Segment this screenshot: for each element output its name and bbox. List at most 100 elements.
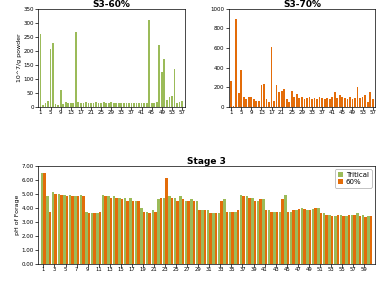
Bar [174, 198, 176, 264]
Bar [212, 213, 215, 264]
Bar [132, 201, 135, 264]
Bar [271, 47, 273, 107]
Bar [232, 212, 234, 264]
Bar [115, 103, 117, 107]
Bar [351, 215, 353, 264]
Bar [198, 210, 201, 264]
Bar [80, 103, 82, 107]
Bar [345, 216, 348, 264]
Bar [124, 198, 126, 264]
Bar [362, 215, 364, 264]
Bar [185, 201, 187, 264]
Bar [136, 103, 138, 107]
Bar [359, 98, 361, 107]
Bar [100, 103, 102, 107]
Bar [329, 99, 330, 107]
Bar [301, 97, 303, 107]
Bar [163, 198, 165, 264]
Legend: Tritical, 60%: Tritical, 60% [335, 169, 372, 188]
Bar [281, 199, 284, 264]
Bar [326, 215, 328, 264]
Bar [364, 217, 366, 264]
Bar [66, 197, 68, 264]
Bar [104, 197, 107, 264]
Bar [243, 97, 244, 107]
Bar [92, 103, 94, 107]
Bar [284, 195, 287, 264]
Bar [226, 212, 229, 264]
Bar [75, 32, 77, 107]
Bar [88, 213, 90, 264]
Bar [187, 201, 190, 264]
Bar [324, 99, 326, 107]
Bar [357, 87, 359, 107]
Bar [224, 199, 226, 264]
Bar [128, 103, 130, 107]
Bar [190, 199, 193, 264]
Bar [153, 103, 155, 107]
Bar [262, 199, 265, 264]
Bar [165, 178, 168, 264]
Bar [251, 198, 254, 264]
Bar [362, 97, 363, 107]
Bar [45, 103, 46, 107]
Title: Stage 3: Stage 3 [187, 157, 226, 166]
Bar [62, 104, 64, 107]
Bar [229, 212, 232, 264]
Bar [359, 216, 361, 264]
Bar [115, 198, 118, 264]
Bar [281, 91, 282, 107]
Bar [299, 98, 300, 107]
Bar [63, 195, 66, 264]
Bar [278, 92, 280, 107]
Bar [125, 103, 127, 107]
Bar [118, 198, 121, 264]
Bar [60, 195, 63, 264]
Bar [138, 103, 140, 107]
Bar [110, 102, 112, 107]
Bar [99, 212, 101, 264]
Bar [303, 209, 306, 264]
Bar [77, 102, 79, 107]
Bar [47, 101, 49, 107]
Bar [47, 197, 49, 264]
Bar [334, 216, 337, 264]
Bar [129, 198, 132, 264]
Y-axis label: pH of Forage: pH of Forage [15, 195, 20, 235]
Bar [218, 213, 220, 264]
Bar [246, 197, 248, 264]
Bar [301, 208, 303, 264]
Bar [50, 49, 52, 107]
Bar [319, 97, 321, 107]
Bar [296, 94, 298, 107]
Bar [337, 215, 339, 264]
Bar [263, 84, 265, 107]
Bar [154, 212, 157, 264]
Bar [80, 195, 82, 264]
Bar [121, 103, 122, 107]
Bar [123, 103, 125, 107]
Bar [306, 98, 308, 107]
Bar [41, 173, 44, 264]
Bar [354, 98, 356, 107]
Bar [126, 201, 129, 264]
Bar [71, 197, 74, 264]
Bar [257, 201, 259, 264]
Bar [143, 103, 145, 107]
Bar [346, 99, 348, 107]
Bar [243, 197, 245, 264]
Bar [273, 101, 275, 107]
Bar [340, 215, 342, 264]
Bar [230, 81, 232, 107]
Bar [329, 215, 331, 264]
Bar [367, 216, 370, 264]
Bar [113, 197, 115, 264]
Bar [52, 192, 55, 264]
Bar [113, 103, 114, 107]
Bar [169, 97, 170, 107]
Bar [326, 98, 328, 107]
Bar [334, 92, 336, 107]
Bar [74, 197, 77, 264]
Bar [193, 201, 195, 264]
Bar [158, 45, 160, 107]
